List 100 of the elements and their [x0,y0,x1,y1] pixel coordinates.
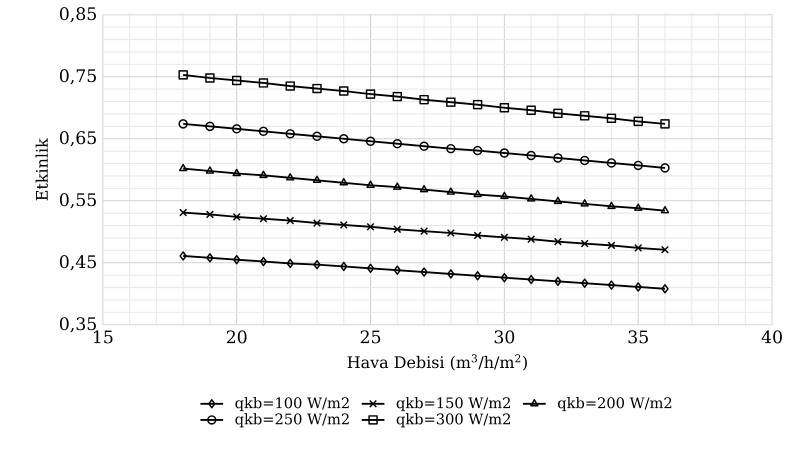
point [526,194,536,202]
point [634,116,643,126]
y-tick-label: 0,85 [60,7,96,22]
point [500,233,508,242]
point [660,119,670,129]
point [392,139,402,148]
point [634,204,642,211]
point [526,150,536,160]
point [393,225,402,234]
point [179,251,187,261]
point [527,274,535,284]
point [286,173,294,181]
point [420,184,428,192]
point [205,73,215,83]
x-axis-title: Hava Debisi (m$^{3}$/h/m$^{2}$) [348,354,527,371]
point [580,111,590,121]
point [608,280,616,290]
point [178,70,188,80]
point [446,144,456,154]
point [312,176,322,184]
point [474,232,482,240]
y-tick-label: 0,45 [60,255,96,270]
point [205,122,215,132]
point [339,134,348,144]
y-tick-label: 0,55 [60,193,96,208]
point [259,170,268,178]
point [607,202,616,210]
point [634,244,642,252]
x-tick-label: 30 [494,330,514,344]
point [526,106,536,115]
point [634,282,642,292]
point [500,148,510,158]
point [339,86,348,96]
legend-label: qkb=200 W/m2 [558,397,672,412]
legend-label: qkb=150 W/m2 [396,397,510,412]
point [366,89,376,99]
point [392,92,402,102]
point [366,264,374,274]
point [394,266,402,275]
y-tick-label: 0,75 [60,69,96,84]
point [312,219,322,228]
point [500,272,508,282]
point [259,214,268,223]
point [260,256,268,266]
legend-label: qkb=300 W/m2 [396,413,510,428]
point [474,271,482,281]
point [312,132,322,142]
point [232,168,241,176]
point [232,254,240,264]
point [606,158,616,168]
legend-label: qkb=250 W/m2 [235,413,349,428]
point [178,119,188,129]
point [580,156,590,166]
point [580,199,589,207]
point [446,229,455,238]
point [472,100,482,110]
point [419,142,429,151]
point [206,253,214,263]
point [232,76,242,86]
point [206,166,214,174]
point [206,210,214,218]
point [660,163,670,173]
y-tick-label: 0,35 [60,317,96,332]
point [419,95,429,104]
point [366,136,376,146]
point [660,246,670,254]
point [473,190,482,198]
point [606,114,616,124]
point [286,258,294,268]
point [607,241,616,250]
point [553,108,563,118]
point [634,160,643,170]
point [580,278,588,288]
point [500,103,510,112]
x-tick-label: 40 [762,330,782,344]
point [661,284,669,294]
y-axis-title: Etkinlik [36,138,48,200]
point [420,267,428,277]
point [340,220,348,229]
point [258,78,268,88]
point [393,182,402,190]
x-tick-label: 35 [628,330,648,344]
point [178,164,188,172]
point [554,238,562,246]
x-tick-label: 25 [360,330,380,344]
point [179,208,188,217]
point [312,84,322,94]
point [554,196,562,204]
point [340,178,348,186]
point [446,97,456,107]
point [554,276,562,286]
point [527,235,536,244]
point [232,124,242,134]
point [340,262,348,272]
point [258,126,268,136]
x-tick-label: 15 [94,330,112,344]
point [447,269,455,279]
point [286,216,294,225]
point [286,129,295,139]
point [313,260,321,270]
